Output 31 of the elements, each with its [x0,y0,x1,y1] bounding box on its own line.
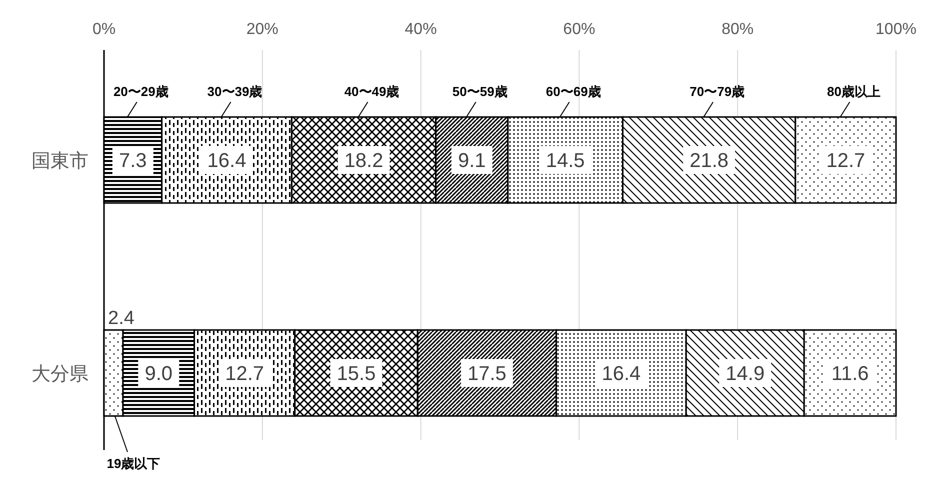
data-label: 11.6 [831,363,869,385]
series-label: 70〜79歳 [690,84,745,99]
data-label: 17.5 [467,363,506,385]
data-label: 12.7 [826,150,866,172]
x-tick-label: 100% [876,21,916,38]
data-label: 16.4 [602,363,641,385]
data-label: 15.5 [336,363,376,385]
data-label: 2.4 [108,308,135,329]
series-label: 60〜69歳 [546,84,601,99]
data-label: 7.3 [119,150,147,172]
series-label: 20〜29歳 [113,84,168,99]
data-label: 14.9 [726,363,765,385]
data-label: 12.7 [225,363,264,385]
y-tick-label: 国東市 [32,150,88,172]
data-label: 16.4 [207,150,246,172]
data-label: 9.0 [144,363,173,385]
data-label: 21.8 [690,150,729,172]
x-tick-label: 0% [92,21,116,38]
x-tick-label: 80% [722,21,754,38]
series-label: 50〜59歳 [452,84,508,99]
x-tick-label: 40% [404,21,437,38]
data-label: 9.1 [458,150,486,172]
series-label: 30〜39歳 [207,84,262,99]
x-tick-label: 60% [563,21,596,38]
data-label: 14.5 [546,150,585,172]
x-tick-label: 20% [246,21,278,38]
y-tick-label: 大分県 [32,364,88,385]
text: 19歳以下 [106,456,160,471]
series-label: 80歳以上 [826,84,880,99]
data-label: 18.2 [344,150,384,172]
series-label: 40〜49歳 [344,84,400,99]
